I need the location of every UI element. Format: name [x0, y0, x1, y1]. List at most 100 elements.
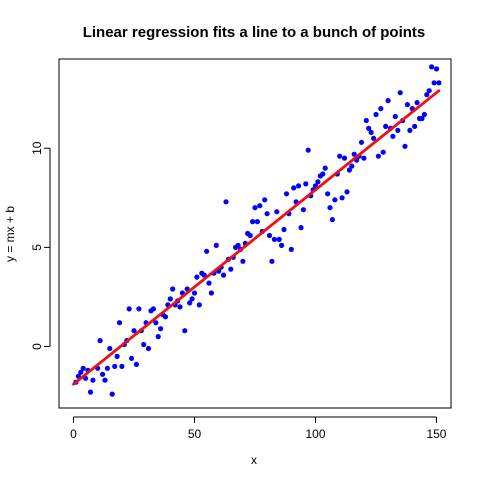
data-point	[126, 306, 132, 312]
x-axis: 0 50 100 150	[70, 416, 447, 441]
data-point	[109, 391, 115, 397]
data-point	[288, 246, 294, 252]
data-point	[80, 365, 86, 371]
data-point	[402, 143, 408, 149]
data-point	[337, 153, 343, 159]
data-point	[397, 90, 403, 96]
data-point	[426, 88, 432, 94]
data-point	[424, 92, 430, 98]
data-point	[90, 377, 96, 383]
data-point	[250, 219, 256, 225]
data-point	[380, 149, 386, 155]
data-point	[276, 236, 282, 242]
data-point	[346, 167, 352, 173]
data-point	[112, 363, 118, 369]
data-point	[407, 127, 413, 133]
data-point	[404, 102, 410, 108]
data-point	[119, 363, 125, 369]
data-point	[141, 341, 147, 348]
data-point	[235, 242, 241, 248]
data-point	[247, 232, 253, 239]
x-axis-label: x	[251, 453, 257, 467]
data-point	[366, 125, 372, 131]
data-point	[392, 113, 398, 120]
data-point	[429, 64, 435, 70]
data-point	[116, 320, 123, 326]
data-point	[305, 147, 311, 153]
data-point	[368, 129, 374, 135]
data-point	[271, 236, 277, 242]
y-axis: 0 5 10	[30, 141, 51, 350]
data-point	[194, 274, 200, 280]
data-point	[206, 280, 212, 286]
data-point	[264, 211, 270, 217]
data-point	[395, 127, 401, 133]
data-point	[378, 106, 384, 112]
data-point	[361, 155, 367, 161]
x-tick-label: 100	[305, 427, 325, 441]
data-point	[363, 117, 369, 124]
data-point	[283, 191, 290, 197]
data-point	[332, 197, 338, 203]
data-point	[269, 258, 275, 264]
data-point	[131, 328, 137, 334]
plot-frame	[58, 58, 452, 409]
data-point	[145, 345, 152, 352]
x-tick-label: 150	[426, 427, 446, 441]
data-point	[158, 326, 164, 332]
data-point	[191, 290, 198, 296]
data-point	[87, 389, 94, 395]
data-point	[155, 334, 161, 340]
data-point	[281, 226, 287, 233]
data-point	[322, 165, 328, 171]
data-point	[257, 203, 263, 209]
data-point	[196, 302, 202, 308]
chart-title: Linear regression fits a line to a bunch…	[83, 24, 426, 41]
data-point	[358, 139, 365, 145]
data-point	[114, 353, 120, 359]
y-tick-label: 0	[30, 343, 44, 350]
data-point	[97, 338, 103, 344]
data-point	[279, 242, 285, 248]
data-point	[153, 320, 159, 326]
data-point	[421, 111, 427, 118]
data-point	[431, 80, 437, 86]
data-point	[167, 296, 173, 302]
data-point	[320, 171, 326, 177]
data-point	[291, 185, 297, 191]
data-point	[327, 205, 333, 211]
data-point	[170, 286, 176, 292]
data-point	[349, 163, 355, 169]
data-point	[133, 361, 139, 367]
data-point	[383, 123, 389, 129]
data-point	[100, 371, 106, 377]
data-point	[315, 179, 321, 185]
data-point	[433, 66, 440, 72]
y-tick-label: 5	[30, 244, 44, 251]
data-point	[371, 135, 377, 141]
data-point	[300, 207, 306, 213]
data-point	[385, 98, 391, 104]
data-point	[182, 328, 188, 334]
data-point	[298, 225, 304, 231]
y-tick-label: 10	[30, 141, 44, 155]
data-point	[220, 272, 227, 278]
y-axis-label: y = mx + b	[3, 206, 17, 262]
data-point	[254, 219, 260, 225]
regression-line	[72, 89, 441, 386]
data-point	[419, 115, 425, 122]
data-point	[187, 300, 193, 306]
data-point	[213, 242, 219, 248]
data-point	[102, 377, 108, 383]
data-point	[296, 183, 302, 189]
data-point	[412, 123, 418, 129]
data-point	[136, 306, 142, 312]
x-tick-label: 50	[188, 427, 202, 441]
data-point	[274, 209, 280, 215]
regression-line-layer	[72, 89, 441, 386]
data-point	[303, 181, 309, 187]
data-point	[262, 197, 268, 203]
data-point	[344, 189, 350, 195]
data-point	[351, 151, 357, 157]
